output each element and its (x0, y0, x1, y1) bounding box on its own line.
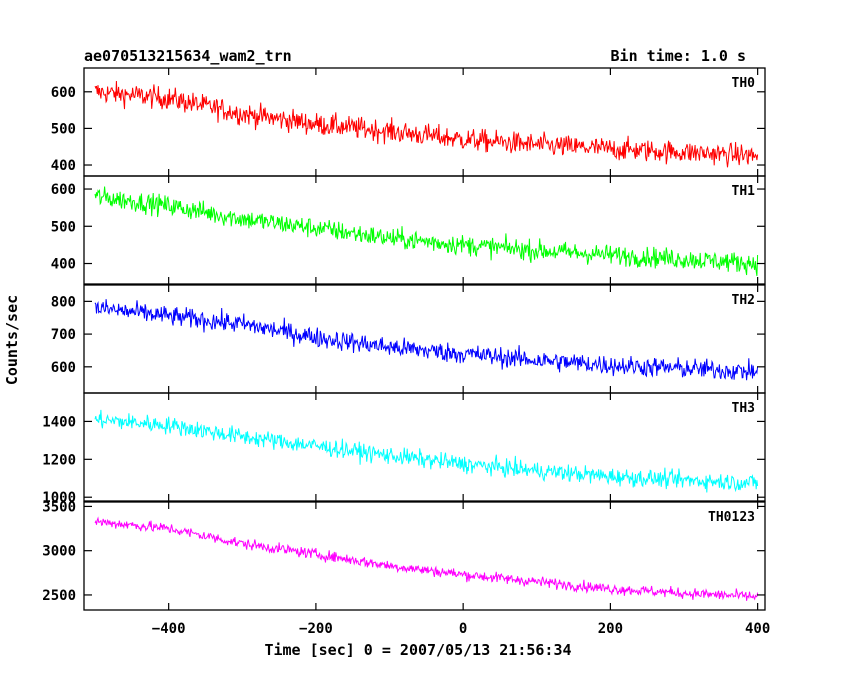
x-tick-label: 0 (459, 621, 467, 637)
panel-frame (83, 67, 766, 177)
x-tick-label: 400 (745, 621, 770, 637)
series-line-th2 (94, 299, 759, 381)
panel-frame (83, 392, 766, 502)
panel-label-th0: TH0 (732, 76, 756, 91)
panel-frame (83, 501, 766, 611)
bin-time-label: Bin time: 1.0 s (611, 47, 746, 65)
series-line-th0 (94, 80, 759, 168)
panel-label-th1: TH1 (732, 184, 756, 199)
y-tick-label: 700 (51, 327, 76, 343)
series-line-th3 (94, 409, 759, 493)
y-tick-label: 1200 (42, 452, 76, 468)
panels-group: 400 500 600 TH0 400 500 600 TH1 600 700 800 TH2 1000… (42, 67, 766, 611)
y-tick-label: 1400 (42, 414, 76, 430)
y-tick-label: 500 (51, 121, 76, 137)
y-tick-label: 3500 (42, 499, 76, 515)
y-tick-label: 2500 (42, 588, 76, 604)
y-tick-label: 600 (51, 360, 76, 376)
x-tick-label: −400 (152, 621, 186, 637)
y-tick-label: 400 (51, 257, 76, 273)
panel-th0123: 2500 3000 3500 TH0123 (42, 499, 766, 611)
x-axis: −400 −200 0 200 400 (152, 621, 770, 637)
panel-frame (83, 284, 766, 394)
panel-th0: 400 500 600 TH0 (51, 67, 766, 177)
y-tick-label: 600 (51, 182, 76, 198)
x-tick-label: −200 (299, 621, 333, 637)
y-axis-title: Counts/sec (3, 295, 21, 385)
y-tick-label: 800 (51, 294, 76, 310)
panel-th3: 1000 1200 1400 TH3 (42, 392, 766, 506)
x-tick-label: 200 (598, 621, 623, 637)
y-tick-label: 600 (51, 85, 76, 101)
y-tick-label: 1000 (42, 490, 76, 506)
series-line-th0123 (94, 516, 759, 601)
panel-label-th3: TH3 (732, 401, 755, 416)
x-axis-title: Time [sec] 0 = 2007/05/13 21:56:34 (264, 641, 571, 659)
panel-frame (83, 175, 766, 285)
panel-label-th0123: TH0123 (708, 510, 755, 525)
series-line-th1 (94, 186, 759, 276)
y-tick-label: 500 (51, 219, 76, 235)
chart-title: ae070513215634_wam2_trn (84, 47, 292, 65)
y-tick-label: 3000 (42, 544, 76, 560)
y-tick-label: 400 (51, 158, 76, 174)
panel-th2: 600 700 800 TH2 (51, 284, 766, 394)
panel-th1: 400 500 600 TH1 (51, 175, 766, 285)
panel-label-th2: TH2 (732, 293, 755, 308)
